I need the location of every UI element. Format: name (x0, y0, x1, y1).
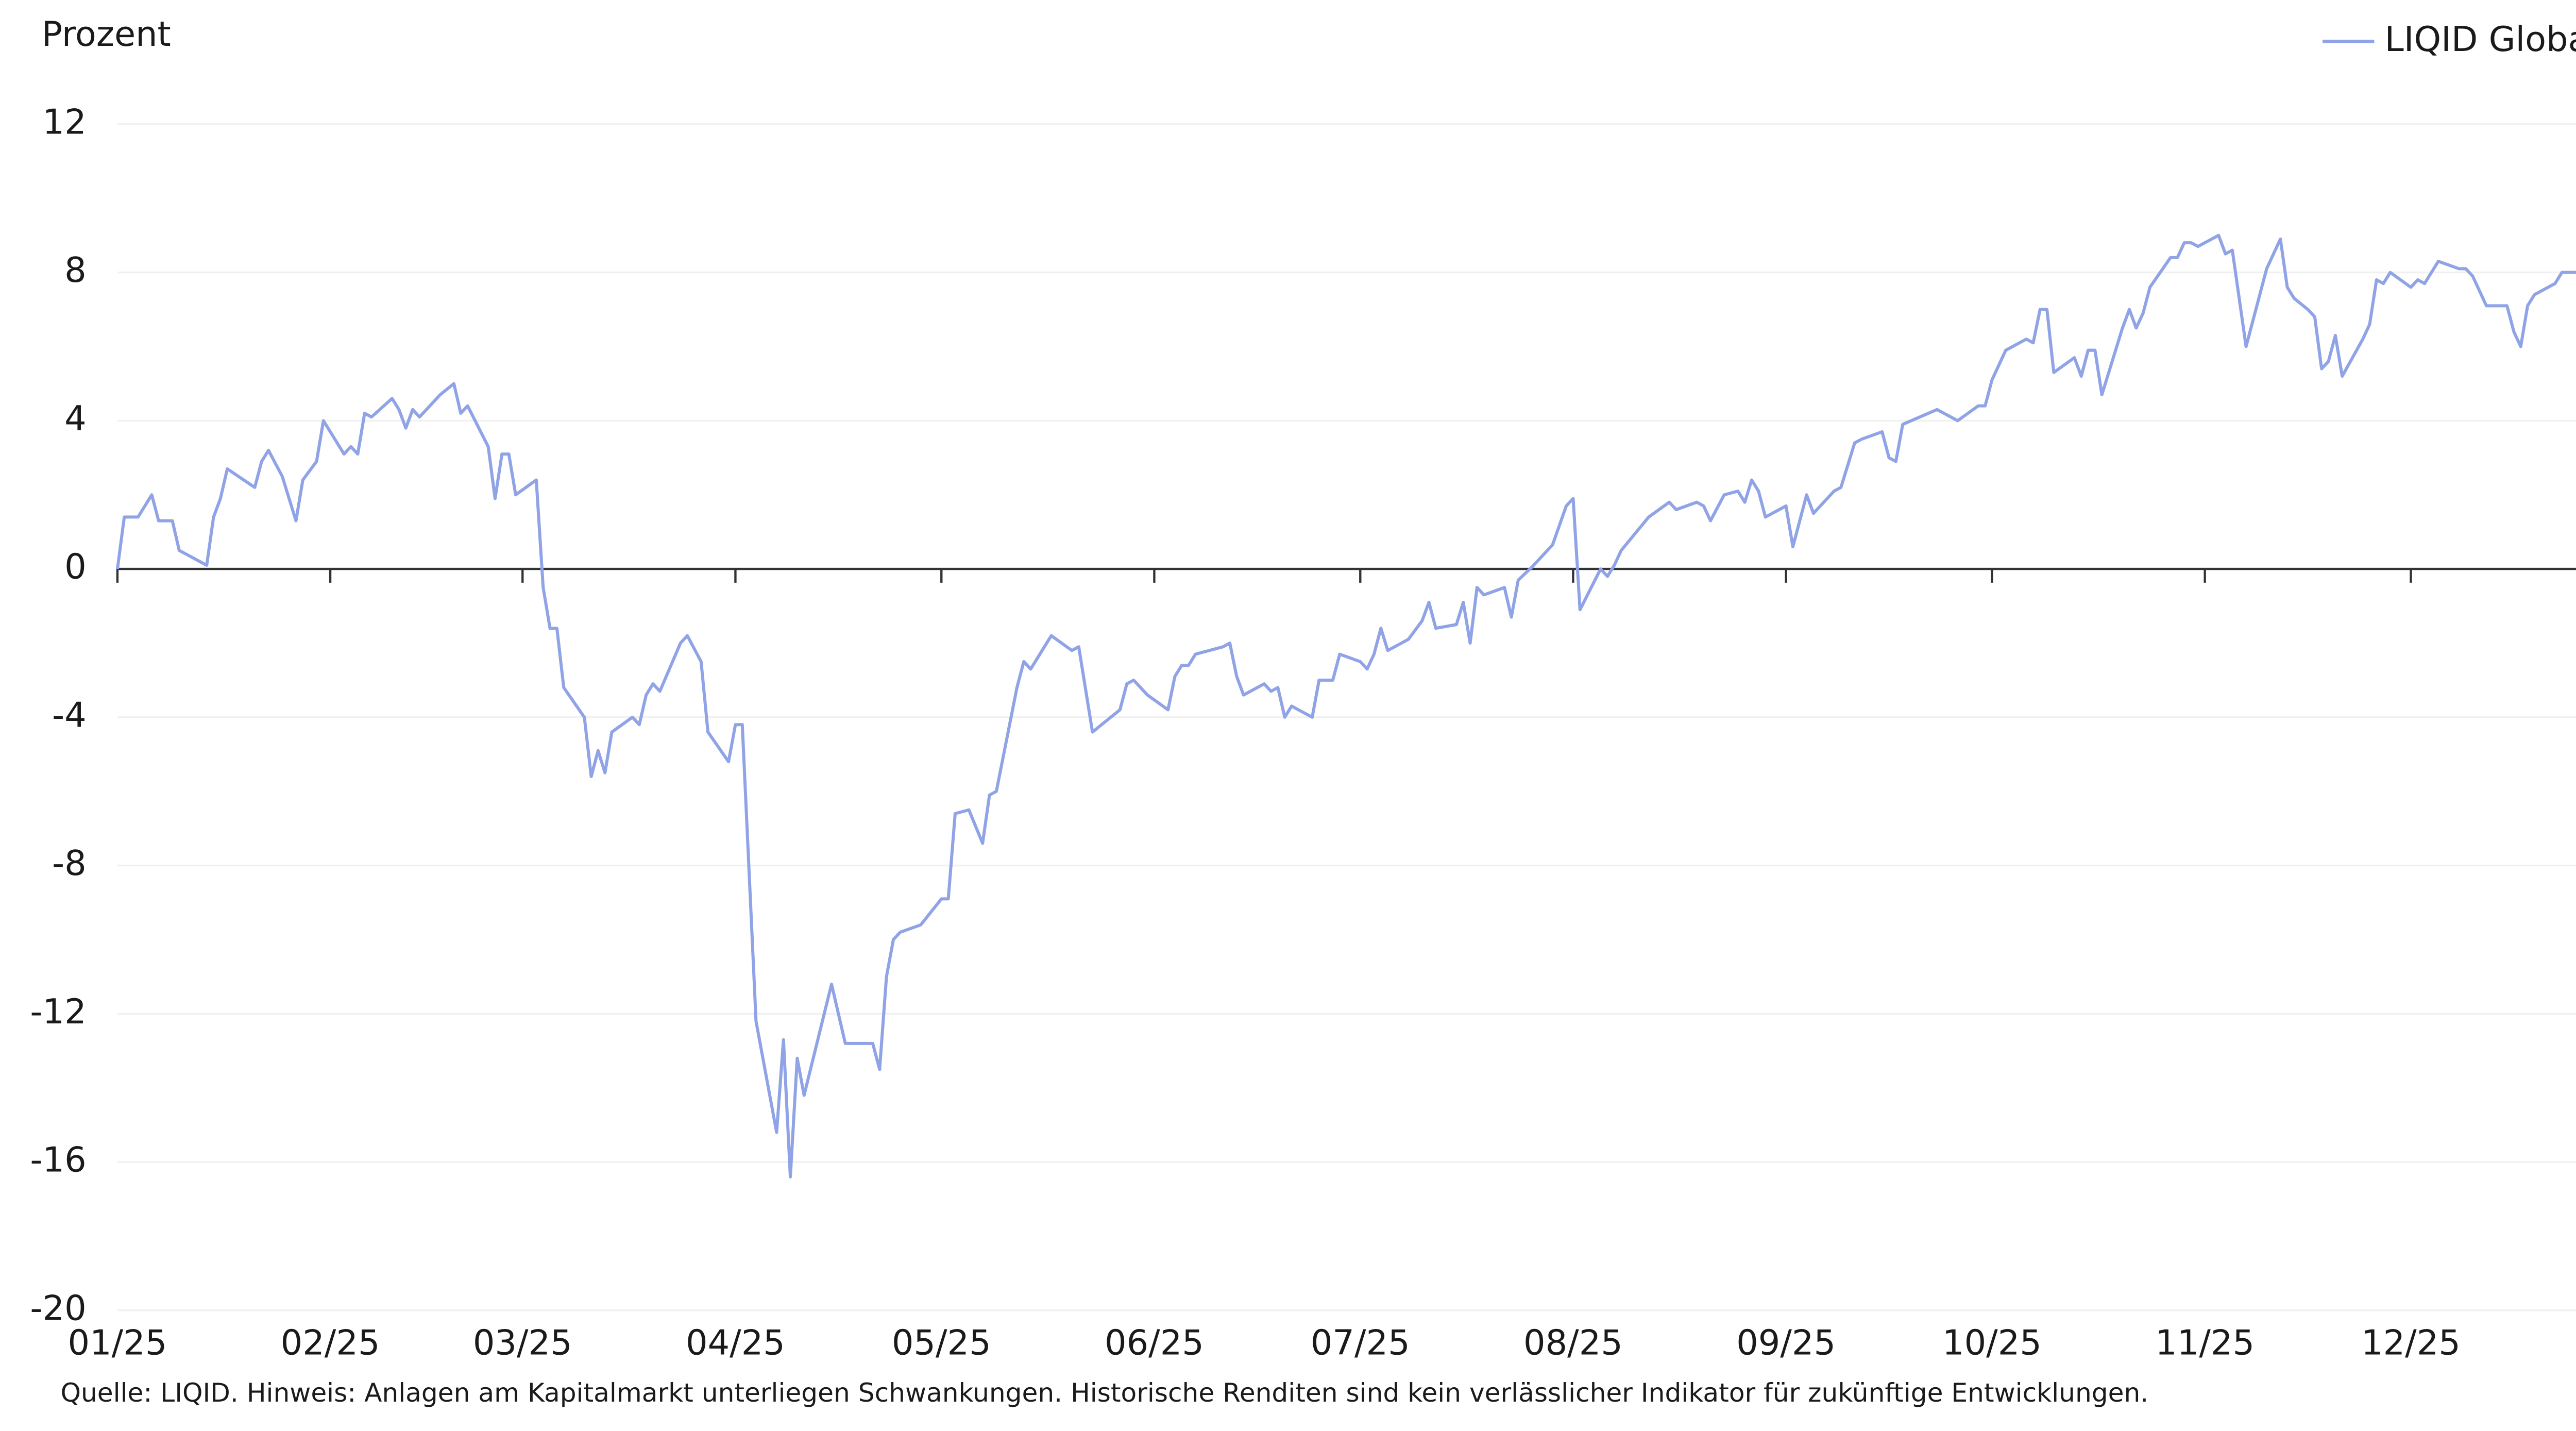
x-tick-label: 12/25 (2361, 1322, 2461, 1362)
x-tick-label: 07/25 (1311, 1322, 1410, 1362)
x-tick-label: 11/25 (2155, 1322, 2255, 1362)
y-axis-label: Prozent (42, 14, 171, 54)
x-tick-label: 10/25 (1942, 1322, 2042, 1362)
y-tick-label: 4 (64, 398, 87, 439)
x-tick-label: 01/25 (68, 1322, 167, 1362)
y-tick-label: -16 (30, 1140, 86, 1180)
y-tick-label: -12 (30, 991, 86, 1032)
x-tick-label: 09/25 (1736, 1322, 1836, 1362)
x-tick-label: 04/25 (686, 1322, 785, 1362)
legend-label: LIQID Global 100 (2384, 19, 2576, 59)
x-tick-label: 06/25 (1105, 1322, 1204, 1362)
y-tick-label: -4 (52, 695, 87, 735)
x-tick-label: 03/25 (473, 1322, 572, 1362)
y-tick-label: -20 (30, 1288, 86, 1328)
footnote: Quelle: LIQID. Hinweis: Anlagen am Kapit… (61, 1377, 2149, 1408)
y-tick-label: 0 (64, 547, 87, 587)
y-tick-label: 12 (43, 102, 87, 142)
y-tick-label: -8 (52, 843, 87, 883)
line-series (115, 233, 2576, 1179)
x-tick-label: 02/25 (281, 1322, 380, 1362)
y-tick-label: 8 (64, 250, 87, 290)
x-tick-label: 05/25 (892, 1322, 991, 1362)
x-tick-label: 08/25 (1523, 1322, 1623, 1362)
